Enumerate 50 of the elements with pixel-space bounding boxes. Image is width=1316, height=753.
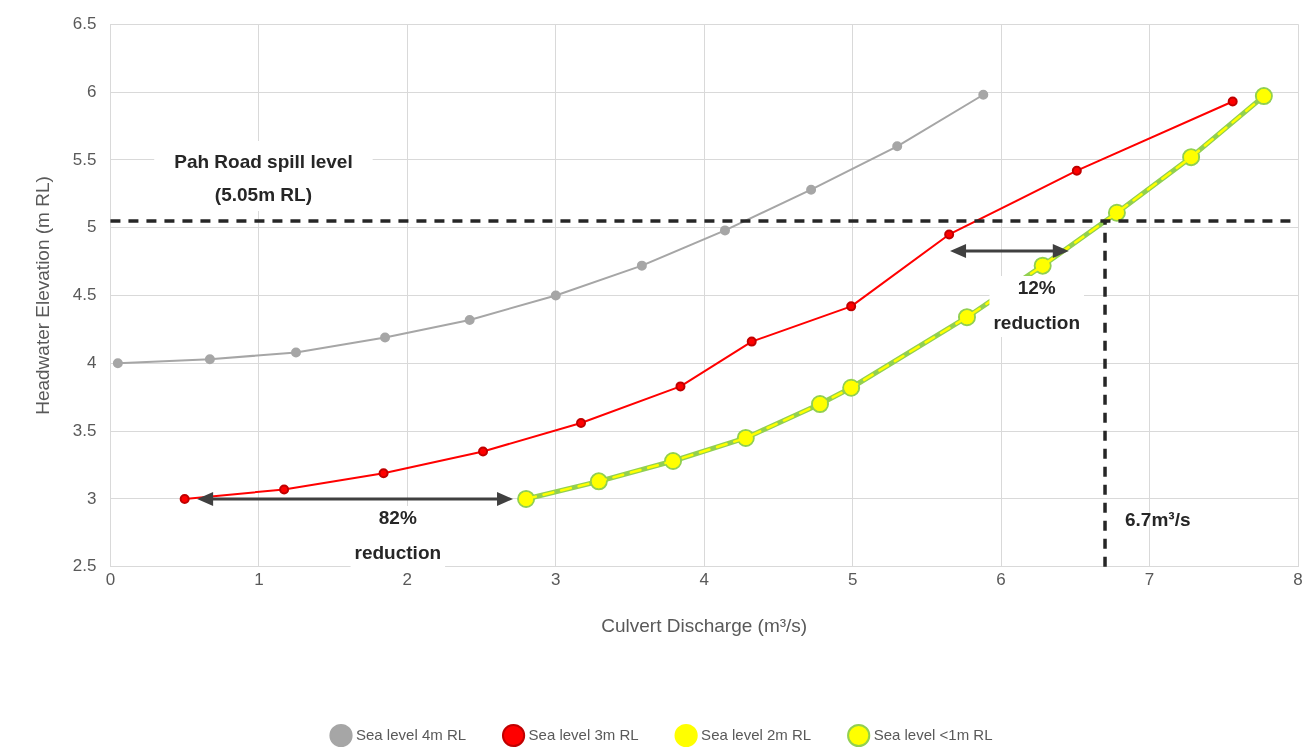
x-tick-label: 6 [996,569,1006,589]
point [478,446,489,457]
x-tick-label: 1 [254,569,264,589]
point [846,301,857,312]
y-tick-label: 5.5 [72,149,97,169]
y-axis-title: Headwater Elevation (m RL) [31,176,53,415]
x-tick-label: 0 [105,569,116,589]
point [550,290,561,301]
point [746,336,757,347]
point [464,314,475,325]
y-tick-label: 4.5 [72,285,97,305]
x-tick-label: 2 [402,569,413,589]
y-tick-label: 2.5 [72,556,97,576]
legend-label: Sea level 3m RL [528,725,639,743]
point [675,381,686,392]
point [290,347,301,358]
x-tick-label: 3 [551,569,561,589]
ref-line-label: 6.7m³/s [1125,509,1191,531]
point [380,332,391,343]
x-tick-label: 7 [1144,569,1155,589]
point [204,354,215,365]
x-tick-label: 8 [1293,569,1303,589]
x-tick-label: 4 [699,569,709,589]
point [279,484,290,495]
point [636,260,647,271]
legend-label: Sea level 2m RL [701,725,812,743]
point [892,141,903,152]
x-tick-label: 5 [847,569,858,589]
point [806,184,817,195]
x-axis-title: Culvert Discharge (m³/s) [601,614,808,636]
y-tick-label: 5 [86,217,97,237]
y-tick-label: 4 [86,353,97,373]
ref-line-label: Pah Road spill level (5.05m RL) [174,151,353,206]
y-tick-label: 6 [86,81,97,101]
point [1071,165,1082,176]
point [944,229,955,240]
point [1227,96,1238,107]
annotation: 82% reduction [354,507,442,564]
point [720,225,730,236]
point [179,493,190,504]
point [978,89,989,100]
legend-label: Sea level <1m RL [873,725,993,743]
legend-label: Sea level 4m RL [356,725,467,743]
point [112,358,123,369]
point [378,468,389,479]
annotation: 12% reduction [993,277,1081,334]
y-tick-label: 3.5 [72,420,97,440]
y-tick-label: 6.5 [72,13,97,33]
y-tick-label: 3 [86,488,97,508]
point [576,418,587,429]
